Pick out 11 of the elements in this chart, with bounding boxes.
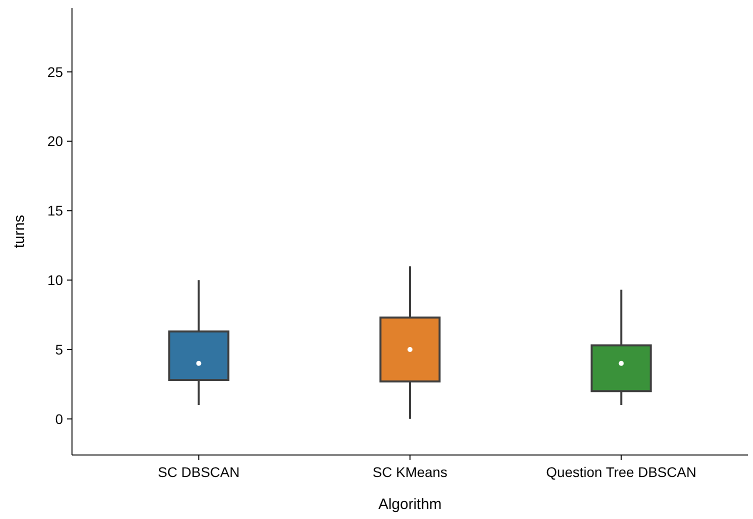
y-tick-label: 20 [47, 133, 64, 150]
y-tick-label: 5 [55, 341, 64, 358]
y-tick-label: 15 [47, 202, 64, 219]
y-tick-label: 0 [55, 410, 64, 427]
y-tick-label: 10 [47, 272, 64, 288]
x-axis-title: Algorithm [378, 496, 442, 513]
y-axis-title: turns [11, 214, 28, 248]
x-tick-label: SC DBSCAN [158, 464, 240, 480]
y-tick-label: 25 [47, 64, 64, 80]
x-tick-label: SC KMeans [372, 464, 448, 480]
x-tick-label: Question Tree DBSCAN [546, 464, 696, 480]
